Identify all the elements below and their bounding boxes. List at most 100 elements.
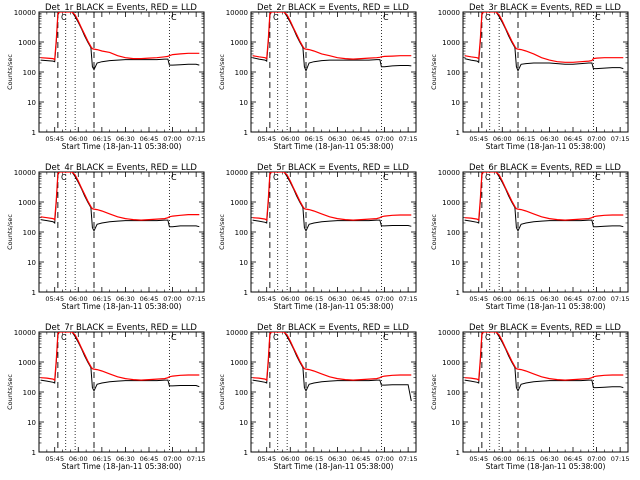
y-axis-label: Counts/sec (6, 54, 14, 90)
panel-1: Det_1r BLACK = Events, RED = LLD Counts/s… (6, 3, 206, 151)
y-tick-label: 10000 (14, 329, 36, 337)
x-tick-label: 07:15 (611, 455, 630, 463)
x-tick-label: 05:45 (469, 135, 488, 143)
events-series-line (40, 332, 200, 392)
events-series-line (464, 332, 624, 392)
lld-series-line (252, 12, 412, 60)
y-tick-label: 1 (32, 289, 36, 297)
corner-mark: C (485, 333, 491, 342)
y-axis-label: Counts/sec (430, 54, 438, 90)
x-tick-label: 05:45 (257, 455, 276, 463)
corner-mark: C (171, 173, 177, 182)
x-tick-label: 06:00 (69, 135, 88, 143)
plot-frame (462, 331, 629, 453)
events-series-line (252, 172, 412, 232)
x-axis-label: Start Time (18-Jan-11 05:38:00) (274, 302, 394, 311)
corner-mark: C (595, 173, 601, 182)
y-tick-label: 100 (235, 389, 248, 397)
x-tick-label: 05:45 (257, 135, 276, 143)
y-tick-label: 100 (235, 69, 248, 77)
y-tick-label: 10000 (438, 9, 460, 17)
x-axis-label: Start Time (18-Jan-11 05:38:00) (486, 142, 606, 151)
panel-title: Det_1r BLACK = Events, RED = LLD (45, 3, 197, 13)
plot-frame (462, 171, 629, 293)
panel-title: Det_3r BLACK = Events, RED = LLD (469, 3, 621, 13)
panel-4: Det_4r BLACK = Events, RED = LLD Counts/s… (6, 163, 206, 311)
x-tick-label: 06:45 (140, 295, 159, 303)
x-axis-label: Start Time (18-Jan-11 05:38:00) (274, 142, 394, 151)
events-series-line (40, 12, 200, 71)
panel-2: Det_2r BLACK = Events, RED = LLD Counts/s… (218, 3, 418, 151)
y-tick-label: 10000 (226, 9, 248, 17)
plot-frame (250, 331, 417, 453)
y-axis-label: Counts/sec (218, 374, 226, 410)
x-tick-label: 06:15 (92, 295, 111, 303)
corner-mark: C (61, 13, 67, 22)
x-axis-label: Start Time (18-Jan-11 05:38:00) (62, 302, 182, 311)
corner-mark: C (273, 173, 279, 182)
x-tick-label: 05:45 (257, 295, 276, 303)
x-tick-label: 06:30 (116, 295, 135, 303)
events-series-line (252, 332, 412, 402)
y-tick-label: 10 (27, 259, 36, 267)
x-axis-label: Start Time (18-Jan-11 05:38:00) (486, 302, 606, 311)
y-tick-label: 100 (23, 69, 36, 77)
x-tick-label: 06:15 (304, 455, 323, 463)
lld-series-line (464, 172, 624, 222)
corner-mark: C (485, 173, 491, 182)
x-tick-label: 06:00 (281, 135, 300, 143)
x-axis-label: Start Time (18-Jan-11 05:38:00) (274, 462, 394, 471)
x-tick-label: 06:30 (540, 295, 559, 303)
y-axis-label: Counts/sec (6, 214, 14, 250)
y-tick-label: 10 (451, 99, 460, 107)
y-tick-label: 10 (27, 419, 36, 427)
x-tick-label: 07:00 (375, 455, 394, 463)
panel-title: Det_8r BLACK = Events, RED = LLD (257, 323, 409, 333)
plot-frame (38, 171, 205, 293)
x-tick-label: 06:30 (328, 135, 347, 143)
x-tick-label: 07:15 (611, 295, 630, 303)
x-tick-label: 06:15 (516, 135, 535, 143)
x-tick-label: 06:30 (540, 135, 559, 143)
y-tick-label: 100 (447, 229, 460, 237)
x-tick-label: 06:00 (281, 295, 300, 303)
lld-series-line (252, 172, 412, 222)
y-tick-label: 1 (32, 129, 36, 137)
x-tick-label: 06:15 (304, 295, 323, 303)
y-tick-label: 1000 (18, 359, 36, 367)
panel-5: Det_5r BLACK = Events, RED = LLD Counts/s… (218, 163, 418, 311)
y-tick-label: 10 (239, 419, 248, 427)
x-axis-label: Start Time (18-Jan-11 05:38:00) (486, 462, 606, 471)
x-tick-label: 06:30 (116, 455, 135, 463)
events-series-line (252, 12, 412, 73)
x-tick-label: 06:45 (564, 455, 583, 463)
y-tick-label: 1000 (18, 39, 36, 47)
lld-series-line (40, 12, 200, 61)
x-tick-label: 07:15 (399, 135, 418, 143)
corner-mark: C (273, 13, 279, 22)
panel-title: Det_9r BLACK = Events, RED = LLD (469, 323, 621, 333)
y-tick-label: 1 (456, 449, 460, 457)
y-tick-label: 10000 (438, 329, 460, 337)
corner-mark: C (383, 333, 389, 342)
x-tick-label: 07:15 (611, 135, 630, 143)
x-tick-label: 07:15 (187, 455, 206, 463)
x-tick-label: 06:45 (352, 295, 371, 303)
x-tick-label: 07:15 (399, 455, 418, 463)
events-series-line (464, 12, 624, 73)
y-axis-label: Counts/sec (430, 214, 438, 250)
y-axis-label: Counts/sec (6, 374, 14, 410)
y-tick-label: 100 (235, 229, 248, 237)
y-tick-label: 1 (32, 449, 36, 457)
x-tick-label: 05:45 (45, 295, 64, 303)
panel-6: Det_6r BLACK = Events, RED = LLD Counts/s… (430, 163, 630, 311)
y-tick-label: 100 (447, 69, 460, 77)
corner-mark: C (171, 333, 177, 342)
x-tick-label: 07:00 (587, 295, 606, 303)
x-tick-label: 06:30 (328, 455, 347, 463)
x-tick-label: 07:00 (375, 135, 394, 143)
panel-title: Det_5r BLACK = Events, RED = LLD (257, 163, 409, 173)
corner-mark: C (383, 173, 389, 182)
plot-frame (250, 11, 417, 133)
